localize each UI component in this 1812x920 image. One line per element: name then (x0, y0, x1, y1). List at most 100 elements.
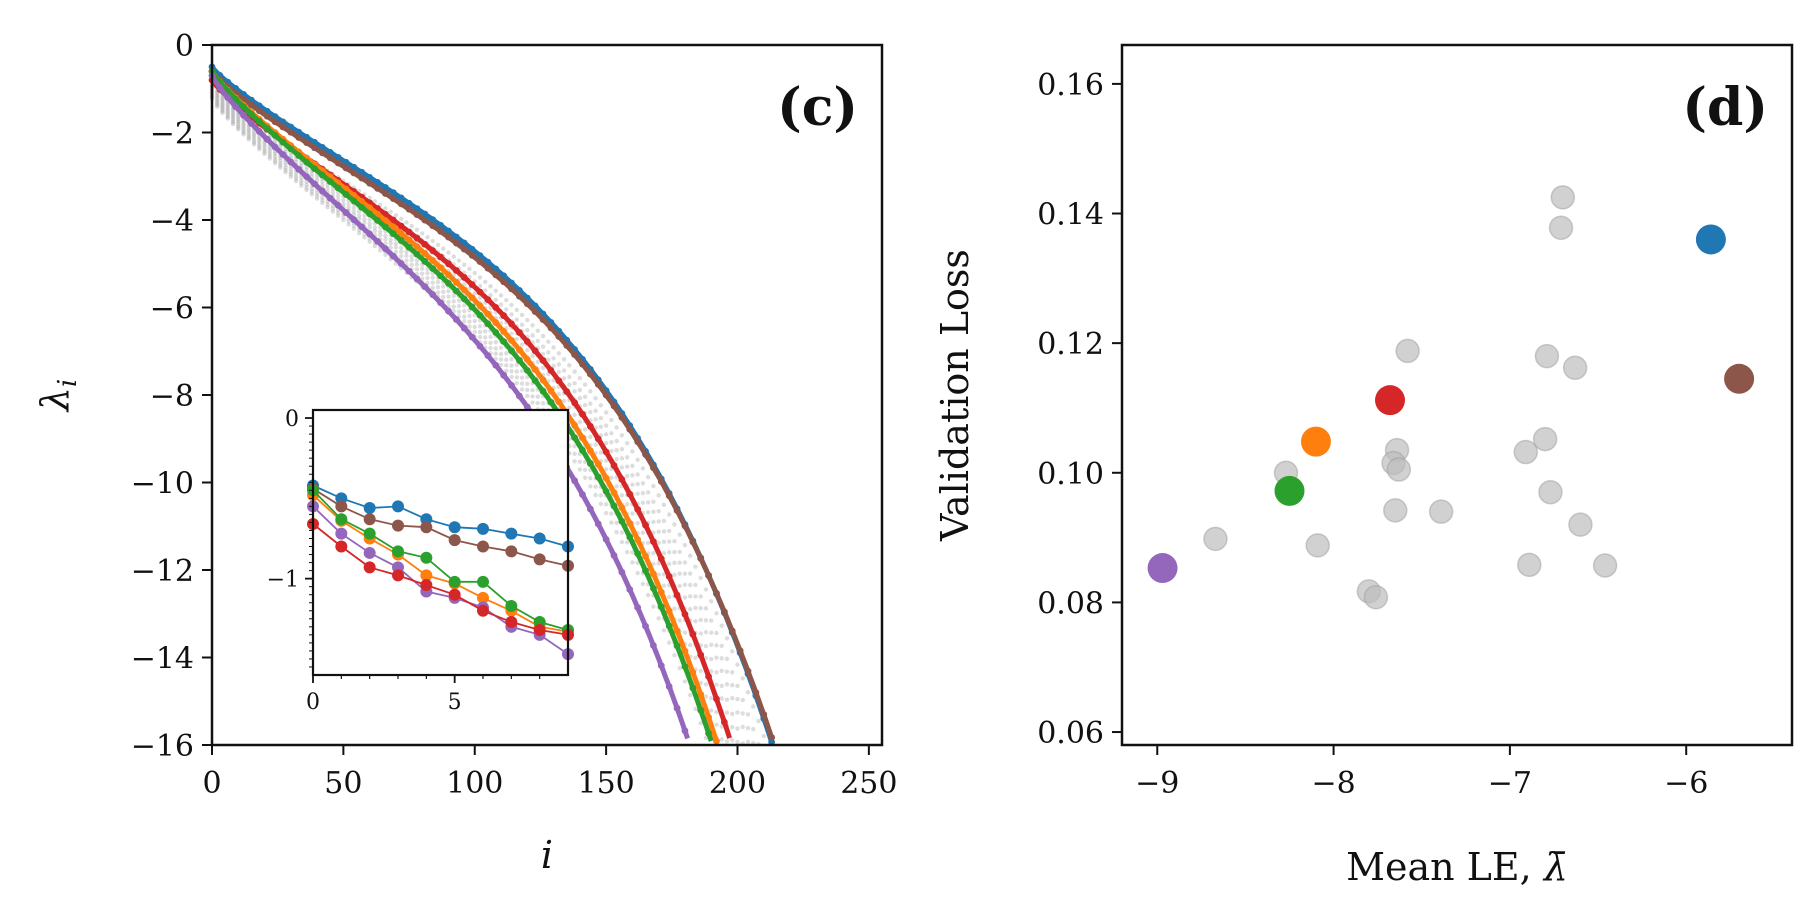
series-point-red (673, 591, 681, 599)
series-point-purple (468, 333, 476, 341)
background-point (651, 483, 656, 489)
series-point-purple (248, 120, 255, 127)
background-point (730, 696, 735, 701)
inset-series-red (307, 518, 574, 641)
background-point (320, 182, 325, 187)
inset-point-brown (420, 521, 433, 534)
background-point (719, 724, 724, 729)
series-point-orange (618, 504, 626, 512)
series-point-purple (232, 103, 240, 110)
series-point-brown (445, 233, 452, 241)
background-point (735, 739, 740, 745)
background-point (451, 304, 456, 309)
series-point-purple (508, 382, 515, 389)
scatter-point-gray (1305, 533, 1330, 558)
series-point-orange (689, 668, 697, 676)
background-point (609, 439, 614, 445)
background-point (388, 237, 393, 242)
background-point (730, 711, 735, 717)
background-point (735, 710, 740, 715)
series-point-brown (397, 200, 405, 208)
background-point (598, 415, 604, 421)
y-tick-label: −14 (131, 642, 194, 677)
background-point (215, 97, 220, 102)
series-point-green (547, 398, 555, 406)
series-point-brown (334, 159, 342, 167)
background-point (661, 529, 667, 534)
background-point (346, 205, 351, 210)
x-tick-label: 50 (324, 766, 362, 801)
background-point (325, 205, 330, 210)
background-point (656, 519, 661, 524)
x-tick-label: −6 (1664, 766, 1708, 801)
series-point-green (618, 517, 626, 525)
series-point-brown (516, 292, 523, 300)
background-point (467, 319, 472, 324)
background-point (351, 226, 357, 231)
inset-point-blue (477, 522, 489, 535)
background-point (677, 618, 682, 623)
y-tick-label: 0.10 (1037, 457, 1104, 492)
background-point (462, 308, 467, 314)
y-tick-label: 0.16 (1037, 68, 1104, 103)
series-point-purple (382, 245, 389, 253)
background-point (351, 223, 357, 228)
series-point-brown (255, 107, 263, 115)
background-point (656, 540, 661, 546)
background-point (656, 509, 661, 514)
background-point (441, 284, 446, 289)
background-point (456, 303, 462, 309)
background-point (236, 121, 241, 127)
background-point (493, 288, 498, 294)
background-point (709, 695, 714, 701)
series-point-orange (594, 460, 602, 468)
scatter-point-gray (1513, 439, 1539, 465)
background-point (215, 104, 220, 109)
background-point (672, 572, 677, 577)
series-point-brown (358, 174, 366, 182)
background-point (603, 502, 609, 507)
background-point (730, 724, 735, 730)
series-point-red (405, 228, 413, 236)
background-point (504, 297, 509, 303)
background-point (535, 359, 541, 365)
background-point (714, 670, 719, 675)
background-point (446, 250, 451, 255)
panel-d-xlabel: Mean LE, λ̄ (1346, 845, 1568, 889)
background-point (619, 530, 625, 535)
background-point (645, 490, 651, 495)
background-point (672, 606, 677, 611)
background-point (582, 467, 588, 473)
background-point (656, 529, 661, 534)
series-point-purple (366, 230, 374, 238)
background-point (682, 595, 688, 600)
background-point (719, 668, 724, 674)
background-point (215, 94, 220, 99)
series-point-orange (389, 223, 397, 231)
series-point-purple (586, 505, 594, 513)
inset-line-blue (312, 484, 569, 548)
background-point (509, 302, 514, 308)
series-point-green (579, 446, 586, 454)
background-point (698, 631, 703, 636)
background-point (640, 530, 646, 536)
series-point-brown (421, 216, 429, 224)
background-point (719, 623, 724, 628)
series-point-brown (610, 402, 618, 410)
background-point (661, 551, 667, 556)
series-point-red (429, 247, 437, 254)
scatter-point-red (1375, 385, 1405, 416)
background-point (619, 433, 625, 438)
background-point (398, 249, 404, 254)
inset-point-orange (420, 569, 433, 582)
background-point (577, 395, 583, 401)
series-point-brown (673, 507, 681, 514)
background-point (262, 147, 267, 153)
inset-point-purple (363, 546, 376, 559)
background-point (230, 111, 236, 116)
background-point (309, 189, 315, 194)
background-point (603, 432, 609, 437)
background-point (745, 725, 751, 731)
series-point-purple (326, 194, 334, 202)
series-point-brown (263, 112, 271, 120)
